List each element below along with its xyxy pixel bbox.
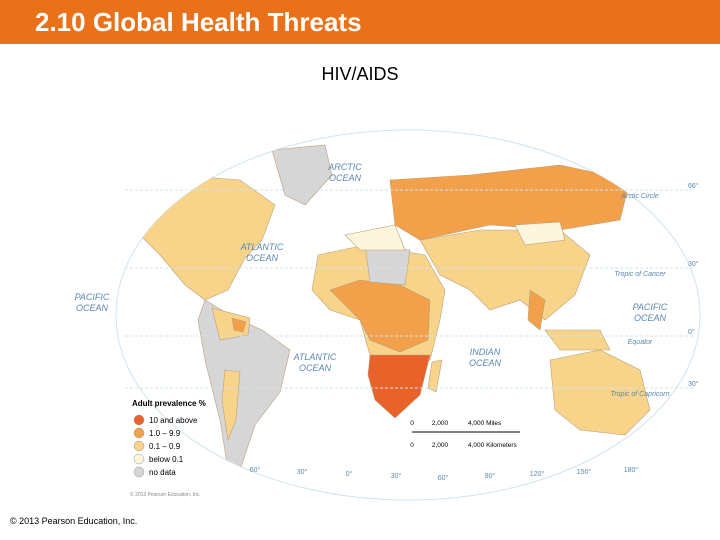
parallel-name: Tropic of Cancer xyxy=(614,271,666,278)
ocean-label: OCEAN xyxy=(329,173,362,183)
ocean-label: OCEAN xyxy=(469,358,502,368)
parallel-degree: 66° xyxy=(688,182,699,190)
map-title: HIV/AIDS xyxy=(321,64,399,84)
parallel-degree: 30° xyxy=(688,380,699,388)
ocean-label: INDIAN xyxy=(470,347,501,357)
legend-title: Adult prevalence % xyxy=(132,399,206,408)
legend-swatch xyxy=(133,466,145,478)
legend-label: 1.0 – 9.9 xyxy=(149,429,181,438)
scale-label: 0 xyxy=(410,442,414,449)
legend-label: no data xyxy=(149,468,176,477)
map-credit: © 2013 Pearson Education, Inc. xyxy=(130,491,201,498)
meridian-label: 30° xyxy=(297,468,308,476)
ocean-label: ARCTIC xyxy=(327,162,362,172)
scale-label: 4,000 Miles xyxy=(468,420,502,427)
ocean-label: PACIFIC xyxy=(633,302,668,312)
scale-label: 4,000 Kilometers xyxy=(468,442,518,449)
parallel-name: Equator xyxy=(628,339,653,346)
meridian-label: 180° xyxy=(624,466,639,474)
legend-label: 10 and above xyxy=(149,416,198,425)
header-bar xyxy=(0,0,720,44)
parallel-degree: 0° xyxy=(688,328,695,336)
scale-label: 2,000 xyxy=(432,442,449,449)
legend-swatch xyxy=(133,427,145,439)
scale-label: 2,000 xyxy=(432,420,449,427)
meridian-label: 90° xyxy=(485,472,496,480)
legend-label: 0.1 – 0.9 xyxy=(149,442,181,451)
legend-swatch xyxy=(133,453,145,465)
ocean-label: OCEAN xyxy=(76,303,109,313)
meridian-label: 0° xyxy=(346,470,353,478)
parallel-name: Tropic of Capricorn xyxy=(610,391,669,398)
ocean-label: OCEAN xyxy=(634,313,667,323)
meridian-label: 30° xyxy=(391,472,402,480)
footer-copyright: © 2013 Pearson Education, Inc. xyxy=(10,516,138,526)
parallel-degree: 30° xyxy=(688,260,699,268)
meridian-label: 60° xyxy=(438,474,449,482)
meridian-label: 60° xyxy=(250,466,261,474)
legend-swatch xyxy=(133,440,145,452)
legend-label: below 0.1 xyxy=(149,455,184,464)
slide-title: 2.10 Global Health Threats xyxy=(35,7,362,37)
parallel-name: Arctic Circle xyxy=(620,193,658,200)
scale-label: 0 xyxy=(410,420,414,427)
meridian-label: 150° xyxy=(577,468,592,476)
ocean-label: OCEAN xyxy=(299,363,332,373)
ocean-label: ATLANTIC xyxy=(240,242,284,252)
ocean-label: OCEAN xyxy=(246,253,279,263)
meridian-label: 120° xyxy=(530,470,545,478)
legend-swatch xyxy=(133,414,145,426)
ocean-label: PACIFIC xyxy=(75,292,110,302)
ocean-label: ATLANTIC xyxy=(293,352,337,362)
